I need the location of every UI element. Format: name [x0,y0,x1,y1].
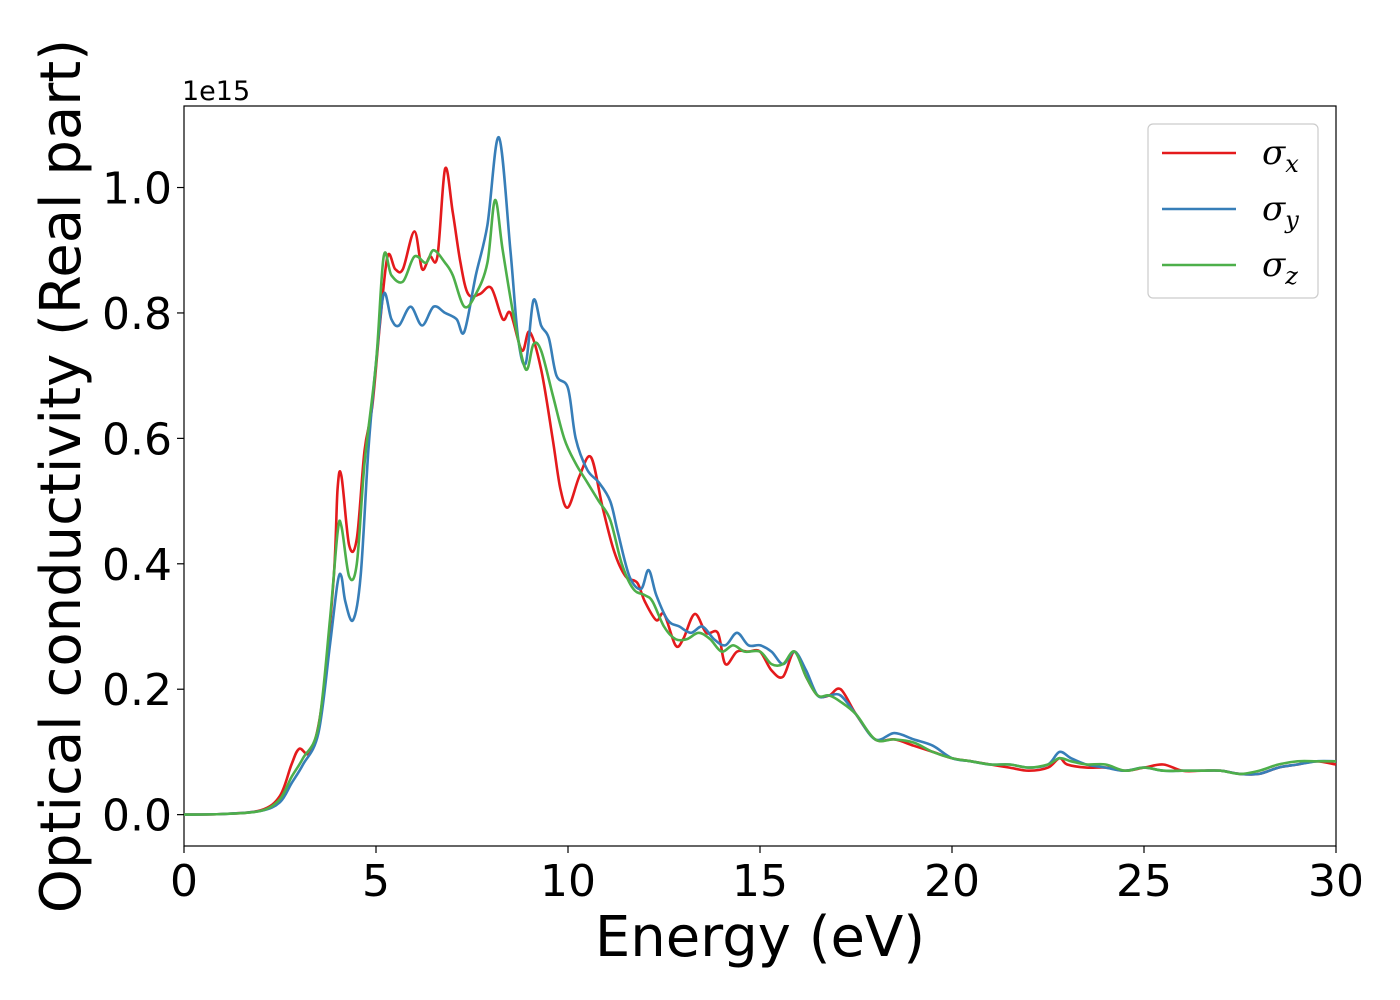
x-tick-label: 0 [170,856,198,907]
x-tick-label: 25 [1116,856,1172,907]
y-tick-label: 0.8 [102,289,172,340]
x-tick-label: 30 [1308,856,1364,907]
legend: σx σy σz [1147,123,1319,299]
y-tick-label: 0.2 [102,665,172,716]
y-tick-label: 1.0 [102,164,172,215]
legend-label-y: σy [1262,189,1299,234]
y-tick-label: 0.6 [102,414,172,465]
y-tick-label: 0.4 [102,540,172,591]
legend-label-x: σx [1262,133,1299,178]
x-tick-label: 5 [362,856,390,907]
y-tick-label: 0.0 [102,791,172,842]
x-axis-title: Energy (eV) [595,905,925,970]
x-tick-label: 20 [924,856,980,907]
y-axis: 0.0 0.2 0.4 0.6 0.8 1.0 [102,164,184,842]
series-line-z [183,198,1336,816]
y-offset-label: 1e15 [182,76,250,107]
series-layer [183,136,1337,816]
legend-label-z: σz [1262,245,1298,290]
legend-frame [1147,123,1319,299]
y-axis-title: Optical conductivity (Real part) [29,39,94,913]
x-tick-label: 10 [540,856,596,907]
x-axis: 0 5 10 15 20 25 30 [170,846,1364,907]
x-tick-label: 15 [732,856,788,907]
